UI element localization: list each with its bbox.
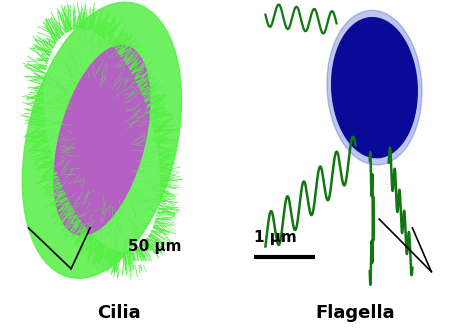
Text: 1 μm: 1 μm [254, 230, 296, 245]
Text: Flagella: Flagella [316, 304, 395, 322]
Ellipse shape [54, 45, 150, 235]
Text: Cilia: Cilia [97, 304, 140, 322]
Ellipse shape [332, 18, 417, 158]
Text: 50 μm: 50 μm [128, 239, 182, 254]
Ellipse shape [327, 10, 422, 165]
Ellipse shape [22, 2, 182, 278]
